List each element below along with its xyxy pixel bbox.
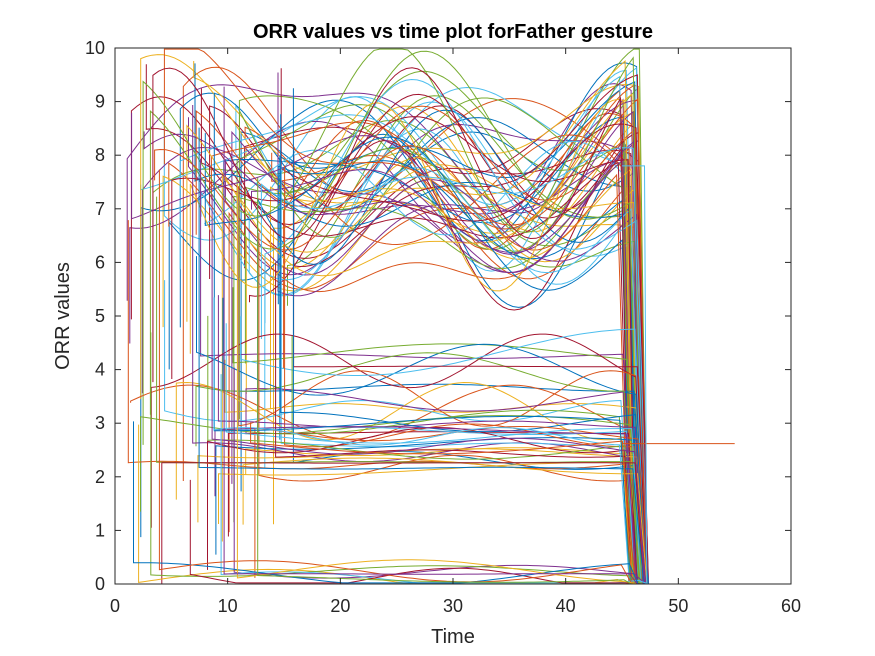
y-tick-label: 5 bbox=[95, 306, 105, 326]
x-tick-label: 40 bbox=[556, 596, 576, 616]
series-line bbox=[260, 147, 646, 585]
series-line bbox=[152, 67, 630, 585]
series-line bbox=[240, 316, 647, 585]
series-line bbox=[251, 140, 643, 585]
series-line bbox=[182, 66, 646, 585]
series-line bbox=[150, 333, 646, 585]
series-line bbox=[239, 97, 632, 585]
x-tick-label: 20 bbox=[330, 596, 350, 616]
y-tick-label: 7 bbox=[95, 199, 105, 219]
series-line bbox=[238, 48, 648, 585]
series-line bbox=[280, 68, 649, 585]
x-tick-label: 30 bbox=[443, 596, 463, 616]
plot-area bbox=[115, 48, 791, 584]
x-tick-label: 50 bbox=[668, 596, 688, 616]
series-line bbox=[213, 92, 630, 585]
series-line bbox=[277, 72, 636, 585]
x-axis-label: Time bbox=[431, 626, 475, 648]
series-line bbox=[154, 145, 630, 585]
y-tick-label: 1 bbox=[95, 520, 105, 540]
y-axis-label: ORR values bbox=[52, 262, 74, 370]
series-line bbox=[231, 99, 648, 585]
series-line bbox=[133, 421, 639, 585]
x-tick-label: 0 bbox=[110, 596, 120, 616]
chart-title: ORR values vs time plot forFather gestur… bbox=[253, 21, 653, 43]
series-line bbox=[236, 87, 648, 585]
series-line bbox=[232, 287, 640, 585]
series-line bbox=[195, 352, 635, 585]
y-tick-label: 10 bbox=[85, 38, 105, 58]
y-tick-label: 0 bbox=[95, 574, 105, 594]
x-tick-label: 60 bbox=[781, 596, 801, 616]
series-line bbox=[168, 89, 632, 585]
series-line bbox=[163, 48, 648, 585]
series-line bbox=[211, 194, 647, 585]
series-line bbox=[264, 78, 649, 585]
series-line bbox=[158, 169, 633, 585]
series-line bbox=[280, 114, 647, 585]
y-tick-label: 6 bbox=[95, 252, 105, 272]
series-layer bbox=[126, 48, 735, 585]
series-line bbox=[622, 165, 648, 585]
series-line bbox=[200, 158, 636, 585]
series-line bbox=[189, 479, 643, 585]
series-line bbox=[179, 75, 632, 585]
series-line bbox=[214, 426, 638, 585]
series-line bbox=[257, 177, 632, 585]
series-line bbox=[275, 262, 633, 585]
series-line bbox=[142, 48, 642, 585]
series-line bbox=[245, 388, 634, 585]
series-line bbox=[225, 323, 642, 585]
series-line bbox=[213, 297, 630, 585]
series-line bbox=[196, 256, 648, 585]
series-line bbox=[279, 81, 646, 585]
series-line bbox=[293, 146, 648, 585]
series-line bbox=[245, 447, 644, 585]
series-line bbox=[130, 93, 632, 585]
series-line bbox=[257, 109, 637, 585]
series-line bbox=[207, 427, 634, 585]
series-line bbox=[192, 105, 638, 585]
series-line bbox=[242, 457, 648, 585]
series-line bbox=[198, 127, 645, 585]
y-tick-label: 4 bbox=[95, 360, 105, 380]
series-line bbox=[293, 74, 646, 585]
series-line bbox=[195, 105, 647, 585]
series-line bbox=[271, 152, 634, 585]
x-tick-label: 10 bbox=[218, 596, 238, 616]
series-line bbox=[131, 110, 641, 585]
y-tick-label: 9 bbox=[95, 92, 105, 112]
y-tick-label: 2 bbox=[95, 467, 105, 487]
y-tick-label: 3 bbox=[95, 413, 105, 433]
y-tick-label: 8 bbox=[95, 145, 105, 165]
series-line bbox=[236, 184, 638, 585]
series-line bbox=[223, 86, 638, 585]
series-line bbox=[221, 164, 643, 585]
series-line bbox=[175, 381, 633, 585]
series-line bbox=[204, 140, 630, 585]
ticks-layer: 0 10 20 30 40 50 60 0 1 2 3 4 5 6 7 8 9 10 bbox=[85, 38, 801, 616]
series-line bbox=[277, 160, 631, 585]
series-line bbox=[258, 232, 648, 585]
series-line bbox=[250, 422, 633, 585]
series-line bbox=[291, 335, 643, 585]
series-line bbox=[273, 105, 647, 585]
series-line bbox=[140, 67, 648, 585]
series-line bbox=[207, 315, 635, 585]
